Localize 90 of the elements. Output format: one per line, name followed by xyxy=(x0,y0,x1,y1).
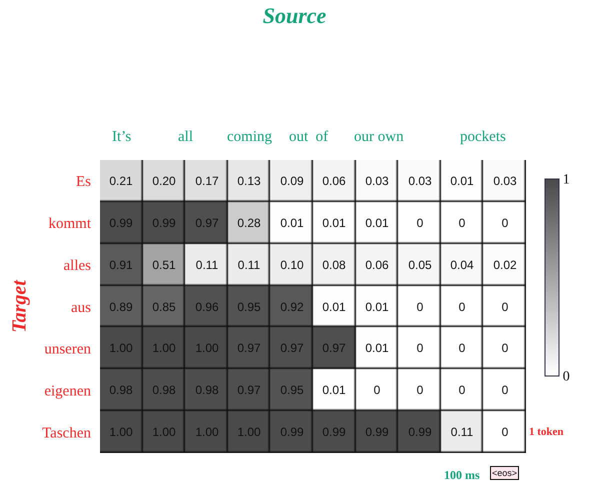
data-label: 0.01 xyxy=(365,300,389,314)
text: <eos> xyxy=(492,468,518,478)
data-label: 0.01 xyxy=(322,216,346,230)
data-label: 0 xyxy=(416,216,424,230)
text: all xyxy=(178,129,193,145)
data-label: 0.95 xyxy=(237,300,261,314)
data-label: 0.02 xyxy=(493,258,517,272)
y-axis-title: Target xyxy=(8,278,31,333)
data-label: 0.08 xyxy=(322,258,346,272)
data-label: 0.01 xyxy=(365,216,389,230)
data-label: 0 xyxy=(416,383,424,398)
data-label: 0.01 xyxy=(365,341,389,356)
data-label: 0.89 xyxy=(109,300,133,314)
data-label: 0.05 xyxy=(408,258,432,272)
text: 100 ms xyxy=(444,468,480,482)
data-label: 0.10 xyxy=(280,258,304,272)
data-label: 0.13 xyxy=(237,174,261,188)
data-label: 0.20 xyxy=(152,174,176,188)
data-label: 0.03 xyxy=(493,174,517,188)
data-label: 1.00 xyxy=(195,425,219,440)
data-label: 0.97 xyxy=(237,341,261,356)
data-label: 0 xyxy=(502,383,509,398)
data-label: 0 xyxy=(502,341,509,356)
text: pockets xyxy=(460,129,506,145)
data-label: 0.17 xyxy=(195,174,219,188)
data-label: 0.99 xyxy=(280,425,304,440)
y-tick-label: Es xyxy=(76,174,92,190)
data-label: 0 xyxy=(458,216,466,230)
data-label: 0.11 xyxy=(450,425,474,440)
data-label: 0.98 xyxy=(152,383,176,398)
y-tick-label: Taschen xyxy=(42,425,92,442)
data-label: 0.97 xyxy=(322,341,346,356)
data-label: 0.99 xyxy=(322,425,346,440)
data-label: 0.99 xyxy=(109,216,133,230)
data-label: 0 xyxy=(458,383,466,398)
data-label: 0.21 xyxy=(109,174,133,188)
data-label: 0 xyxy=(502,216,509,230)
data-label: 0.95 xyxy=(280,383,304,398)
text: our own xyxy=(354,129,404,145)
data-label: 0.98 xyxy=(109,383,133,398)
data-label: 0 xyxy=(416,341,424,356)
data-label: 0.99 xyxy=(152,216,176,230)
data-label: 0.06 xyxy=(322,174,346,188)
data-label: 0.03 xyxy=(408,174,432,188)
data-label: 0.01 xyxy=(322,383,346,398)
y-tick-label: eigenen xyxy=(44,383,92,400)
data-label: 0.04 xyxy=(450,258,474,272)
data-label: 0.92 xyxy=(280,300,304,314)
text: 1 token xyxy=(529,426,564,438)
data-label: 0.98 xyxy=(195,383,219,398)
data-label: 0 xyxy=(502,300,509,314)
data-label: 0.99 xyxy=(365,425,389,440)
data-label: 1.00 xyxy=(109,341,133,356)
text: out of xyxy=(289,129,328,145)
y-tick-label: unseren xyxy=(44,342,92,358)
data-label: 0.01 xyxy=(322,300,346,314)
data-label: 0.97 xyxy=(195,216,219,230)
data-label: 0.91 xyxy=(109,258,133,272)
data-label: 1.00 xyxy=(195,341,219,356)
text: It’s xyxy=(112,129,132,145)
data-label: 0.85 xyxy=(152,300,176,314)
data-label: 0.01 xyxy=(280,216,304,230)
color-bar-label: 0 xyxy=(562,370,570,385)
data-label: 0 xyxy=(502,425,509,440)
data-label: 0 xyxy=(458,300,466,314)
data-label: 1.00 xyxy=(237,425,261,440)
data-label: 0.03 xyxy=(365,174,389,188)
y-tick-label: aus xyxy=(71,300,92,316)
data-label: 0.11 xyxy=(196,258,219,272)
data-label: 0.96 xyxy=(195,300,219,314)
text: coming xyxy=(227,129,272,145)
data-label: 0 xyxy=(374,383,381,398)
data-label: 0 xyxy=(458,341,466,356)
data-label: 0.28 xyxy=(237,216,261,230)
data-label: 0.11 xyxy=(238,258,261,272)
data-label: 0.01 xyxy=(450,174,474,188)
y-tick-label: kommt xyxy=(48,216,92,232)
data-label: 0.97 xyxy=(280,341,304,356)
data-label: 0 xyxy=(416,300,424,314)
data-label: 1.00 xyxy=(109,425,133,440)
data-label: 1.00 xyxy=(152,341,176,356)
data-label: 0.97 xyxy=(237,383,261,398)
y-tick-label: alles xyxy=(64,258,92,274)
data-label: 0.06 xyxy=(365,258,389,272)
chart-title: Source xyxy=(262,2,327,28)
color-bar-label: 1 xyxy=(562,172,570,188)
data-label: 0.99 xyxy=(408,425,432,440)
data-label: 0.51 xyxy=(152,258,176,272)
data-label: 1.00 xyxy=(152,425,176,440)
data-label: 0.09 xyxy=(280,174,304,188)
